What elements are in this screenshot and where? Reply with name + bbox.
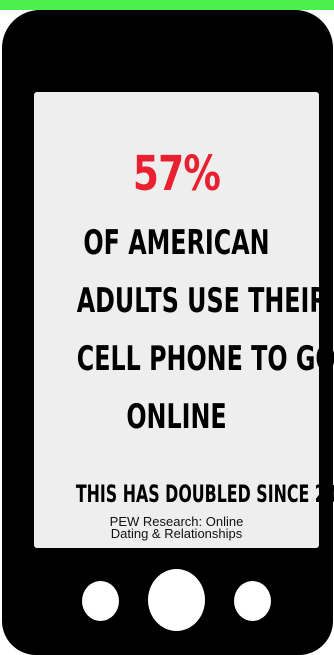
headline: OF AMERICAN ADULTS USE THEIR CELL PHONE …	[76, 214, 334, 446]
source-line: PEW Research: Online	[109, 514, 244, 529]
headline-line: ONLINE	[126, 397, 227, 437]
phone-screen: 57% OF AMERICAN ADULTS USE THEIR CELL PH…	[34, 92, 334, 548]
subheadline: THIS HAS DOUBLED SINCE 2005	[75, 480, 334, 508]
top-green-bar	[0, 0, 334, 10]
headline-line: ADULTS USE THEIR	[76, 281, 328, 321]
phone-home-button-icon	[148, 569, 205, 631]
headline-line: CELL PHONE TO GO	[76, 339, 334, 379]
source-line: Dating & Relationships	[110, 526, 243, 541]
stat-percentage: 57%	[132, 146, 221, 202]
phone-right-button-icon	[234, 581, 271, 621]
phone-left-button-icon	[82, 581, 119, 621]
source-citation: PEW Research: Online Dating & Relationsh…	[34, 514, 319, 541]
headline-line: OF AMERICAN	[83, 223, 270, 263]
